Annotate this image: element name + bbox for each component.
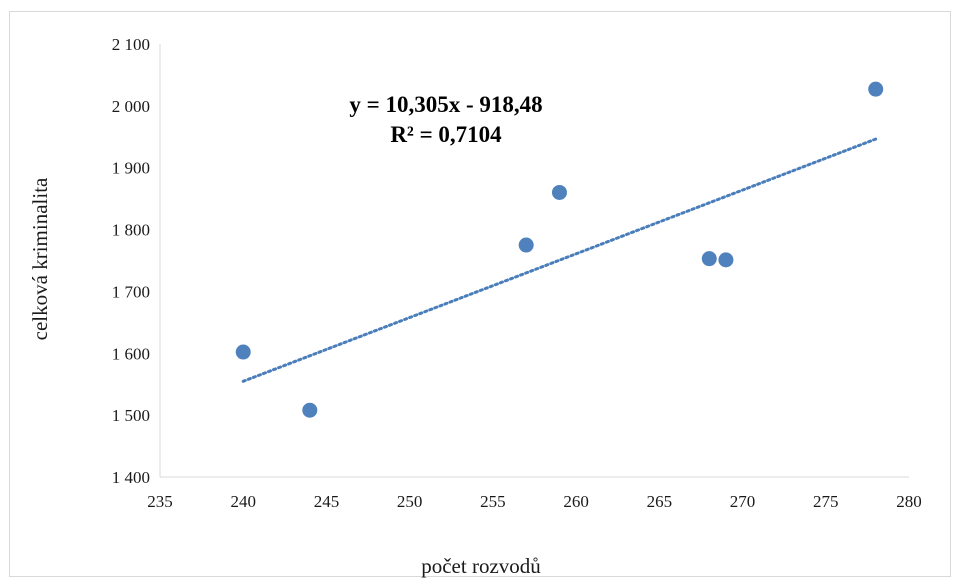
y-tick-label: 1 500 (112, 406, 150, 425)
x-tick-labels: 235 240 245 250 255 260 265 270 275 280 (147, 492, 922, 511)
y-tick-label: 2 100 (112, 35, 150, 54)
trendline (243, 139, 875, 381)
x-tick-label: 265 (647, 492, 673, 511)
data-point (302, 403, 317, 418)
data-point (868, 82, 883, 97)
y-axis-title: celková kriminalita (28, 177, 52, 340)
y-tick-label: 1 600 (112, 344, 150, 363)
y-tick-label: 1 900 (112, 159, 150, 178)
y-tick-label: 2 000 (112, 97, 150, 116)
y-tick-label: 1 800 (112, 221, 150, 240)
x-tick-label: 245 (314, 492, 340, 511)
data-point (718, 252, 733, 267)
x-tick-label: 235 (147, 492, 173, 511)
y-tick-label: 1 400 (112, 468, 150, 487)
x-tick-label: 240 (230, 492, 256, 511)
y-tick-labels: 1 400 1 500 1 600 1 700 1 800 1 900 2 000 2 100 (112, 35, 150, 487)
x-tick-label: 275 (813, 492, 839, 511)
x-tick-label: 280 (896, 492, 922, 511)
x-axis-title: počet rozvodů (421, 554, 541, 578)
x-tick-label: 255 (480, 492, 506, 511)
r-squared-label: R² = 0,7104 (390, 122, 502, 147)
x-tick-label: 270 (730, 492, 756, 511)
data-point (519, 238, 534, 253)
trendline-equation: y = 10,305x - 918,48 (349, 92, 542, 117)
y-tick-label: 1 700 (112, 282, 150, 301)
data-point (702, 251, 717, 266)
data-points (236, 82, 883, 418)
data-point (552, 185, 567, 200)
x-tick-label: 250 (397, 492, 423, 511)
x-tick-label: 260 (563, 492, 589, 511)
data-point (236, 345, 251, 360)
